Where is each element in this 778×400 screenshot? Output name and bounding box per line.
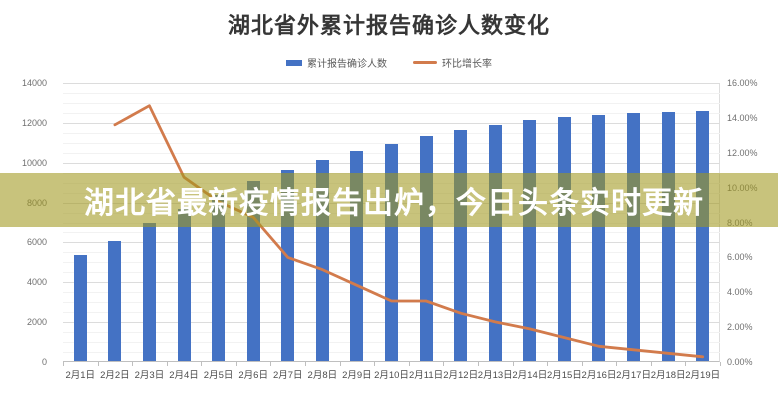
x-axis-tick: [581, 362, 583, 366]
x-axis-label-2月13日: 2月13日: [477, 370, 513, 381]
right-axis-label-16.00%: 16.00%: [727, 78, 758, 88]
x-axis-label-2月6日: 2月6日: [238, 370, 268, 381]
x-axis-label-2月12日: 2月12日: [443, 370, 479, 381]
minor-gridline: [63, 92, 720, 94]
x-axis-labels: 2月1日 2月2日 2月3日 2月4日 2月5日 2月6日 2月7日 2月8日 2月9日 2月10…: [63, 367, 720, 381]
bar-2月2日: [108, 240, 122, 361]
x-axis-label-2月15日: 2月15日: [546, 370, 582, 381]
x-axis-label-2月16日: 2月16日: [581, 370, 617, 381]
headline-overlay-banner: 湖北省最新疫情报告出炉，今日头条实时更新: [0, 173, 778, 227]
left-axis-label-4000: 4000: [26, 277, 47, 288]
bar-2月5日: [212, 194, 226, 361]
legend-bar-swatch-icon: [286, 59, 302, 66]
left-axis-label-10000: 10000: [21, 157, 47, 168]
right-axis-label-2.00%: 2.00%: [727, 322, 753, 333]
x-axis-tick: [374, 362, 376, 366]
legend-bar-label: 累计报告确诊人数: [307, 59, 387, 70]
x-axis-label-2月19日: 2月19日: [685, 370, 721, 381]
right-axis-label-12.00%: 12.00%: [727, 147, 758, 158]
legend-item-line-series: 环比增长率: [413, 55, 492, 70]
x-axis-label-2月8日: 2月8日: [307, 370, 338, 381]
x-axis-label-2月18日: 2月18日: [650, 370, 686, 381]
major-gridline: [63, 122, 720, 124]
right-axis-label-0.00%: 0.00%: [727, 357, 753, 367]
chart-title: 湖北省外累计报告确诊人数变化: [227, 13, 550, 38]
headline-text: 湖北省最新疫情报告出炉，今日头条实时更新: [84, 187, 704, 220]
x-axis-tick: [650, 362, 652, 366]
x-axis-tick: [720, 362, 721, 366]
minor-gridline: [63, 142, 720, 144]
left-axis-label-6000: 6000: [26, 237, 47, 248]
x-axis-tick: [235, 362, 237, 366]
legend: 累计报告确诊人数 环比增长率: [0, 55, 778, 70]
x-axis-label-2月4日: 2月4日: [169, 370, 199, 381]
legend-line-label: 环比增长率: [442, 59, 492, 70]
x-axis-label-2月9日: 2月9日: [342, 370, 372, 381]
left-axis-label-14000: 14000: [21, 78, 47, 88]
x-axis-label-2月17日: 2月17日: [616, 370, 651, 381]
x-axis-label-2月11日: 2月11日: [409, 370, 444, 381]
x-axis-label-2月14日: 2月14日: [512, 370, 548, 381]
right-axis-label-14.00%: 14.00%: [727, 112, 758, 123]
major-gridline: [63, 83, 720, 84]
x-axis-tick: [443, 362, 445, 366]
legend-item-bar-series: 累计报告确诊人数: [286, 55, 387, 70]
x-axis-tick: [547, 362, 549, 366]
left-axis-label-12000: 12000: [21, 117, 47, 128]
x-axis-tick: [305, 362, 307, 366]
x-axis-label-2月5日: 2月5日: [203, 370, 234, 381]
minor-gridline: [63, 102, 720, 104]
right-axis-label-6.00%: 6.00%: [727, 252, 753, 263]
x-axis-tick: [512, 362, 514, 366]
legend-line-swatch-icon: [413, 61, 437, 64]
x-axis-tick: [616, 362, 618, 366]
x-axis-tick: [477, 362, 479, 366]
x-axis-label-2月7日: 2月7日: [272, 370, 303, 381]
minor-gridline: [63, 132, 720, 134]
x-axis-tick: [63, 362, 64, 366]
left-axis-label-2000: 2000: [26, 317, 47, 328]
minor-gridline: [63, 112, 720, 114]
x-axis-tick: [132, 362, 134, 366]
bar-2月3日: [142, 223, 156, 361]
growth-rate-polyline: [113, 104, 705, 359]
x-axis-label-2月3日: 2月3日: [134, 370, 165, 381]
bar-2月1日: [73, 255, 87, 361]
left-axis-label-0: 0: [41, 357, 47, 367]
x-axis-tick: [339, 362, 341, 366]
right-axis-label-4.00%: 4.00%: [727, 287, 753, 298]
x-axis-tick: [270, 362, 272, 366]
x-axis-label-2月10日: 2月10日: [374, 370, 409, 381]
x-axis-label-2月1日: 2月1日: [65, 370, 96, 381]
x-axis-label-2月2日: 2月2日: [100, 370, 130, 381]
bar-2月4日: [177, 208, 191, 361]
x-axis-tick: [685, 362, 687, 366]
x-axis-tick: [166, 362, 168, 366]
x-axis-tick: [97, 362, 99, 366]
x-axis-tick: [408, 362, 410, 366]
x-axis-tick: [201, 362, 203, 366]
